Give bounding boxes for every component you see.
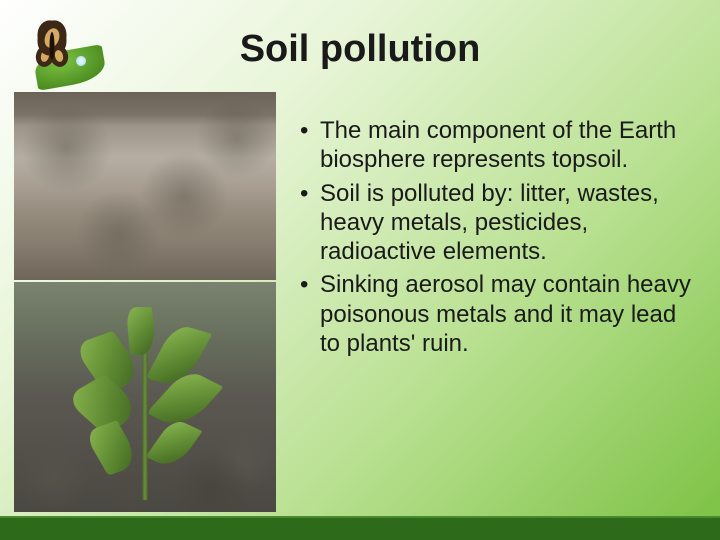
bullet-item: The main component of the Earth biospher… <box>296 116 696 175</box>
bullet-list: The main component of the Earth biospher… <box>296 116 696 358</box>
slide-title: Soil pollution <box>0 28 720 71</box>
footer-bar <box>0 516 720 540</box>
wilting-plant-image <box>14 282 276 512</box>
bullet-item: Sinking aerosol may contain heavy poison… <box>296 270 696 358</box>
text-content: The main component of the Earth biospher… <box>296 116 696 362</box>
bullet-item: Soil is polluted by: litter, wastes, hea… <box>296 179 696 267</box>
soil-profile-image <box>14 92 276 280</box>
image-column <box>14 92 276 512</box>
plant-illustration <box>70 305 220 500</box>
